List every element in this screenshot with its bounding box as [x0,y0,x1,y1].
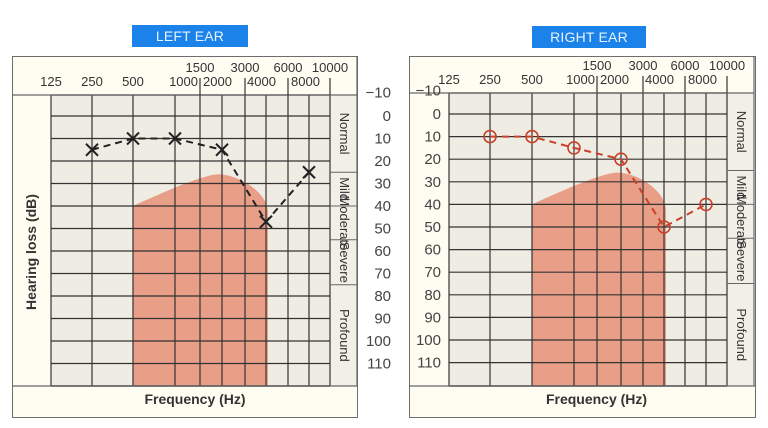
right-x-axis-title: Frequency (Hz) [546,391,647,407]
db-label: 0 [433,106,441,123]
db-label: 110 [417,355,441,372]
left-x-marker [215,143,229,157]
y-axis-title: Hearing loss (dB) [23,194,39,310]
left-x-marker [126,131,140,146]
db-label: 40 [424,196,441,213]
left-category-profound: Profound [337,309,352,362]
db-label: 90 [424,309,441,326]
right-freq-label-top: 10000 [709,58,745,73]
db-label: 50 [424,219,441,236]
left-freq-label-top: 3000 [231,60,260,75]
right-category-normal: Normal [734,111,749,153]
right-freq-label: 500 [521,72,543,87]
db-label: 30 [374,176,391,193]
left-freq-label-top: 6000 [274,60,303,75]
right-freq-label: 125 [438,72,460,87]
db-label: 100 [416,332,441,349]
left-freq-label-top: 10000 [312,60,348,75]
db-label: 70 [424,264,441,281]
right-freq-label-top: 1500 [583,58,612,73]
right-o-marker [699,197,713,212]
left-x-marker [302,165,316,179]
left-category-severe: Severe [337,242,352,283]
db-label: −10 [366,85,391,102]
right-speech-area [532,172,666,386]
left-x-marker [168,131,182,146]
left-freq-label: 500 [122,74,144,89]
right-hearing-line [490,135,707,229]
db-label: 60 [374,243,391,260]
db-label: 50 [374,221,391,238]
left-freq-label: 250 [81,74,103,89]
left-x-axis-title: Frequency (Hz) [144,391,245,407]
db-label: 10 [374,131,391,148]
left-hearing-line [91,137,310,224]
right-o-marker [525,129,539,144]
db-label: 80 [424,287,441,304]
left-freq-label: 4000 [247,74,276,89]
right-category-profound: Profound [734,308,749,361]
db-label: 80 [374,288,391,305]
right-o-marker [614,152,628,166]
right-ear-title: RIGHT EAR [532,26,646,48]
left-category-mild: Mild [337,177,352,201]
right-freq-label-top: 6000 [671,58,700,73]
right-o-marker [657,220,671,234]
db-label: 100 [366,333,391,350]
left-x-marker [85,143,99,157]
left-freq-label: 2000 [203,74,232,89]
left-ear-title: LEFT EAR [132,25,248,47]
right-o-marker [567,141,581,155]
left-freq-label: 1000 [169,74,198,89]
left-freq-label: 125 [40,74,62,89]
db-label: 30 [424,174,441,191]
db-label: 10 [424,129,441,146]
right-o-marker [483,129,497,144]
right-freq-label: 4000 [645,72,674,87]
left-category-moderate: Moderate [337,195,352,250]
left-freq-label: 8000 [291,74,320,89]
db-label: 70 [374,266,391,283]
db-label: 110 [367,356,391,373]
db-label: −10 [416,82,441,99]
db-label: 60 [424,242,441,259]
db-label: 40 [374,198,391,215]
right-freq-label: 2000 [600,72,629,87]
left-freq-label-top: 1500 [186,60,215,75]
db-label: 20 [374,153,391,170]
db-label: 0 [383,108,391,125]
left-category-normal: Normal [337,113,352,155]
right-category-moderate: Moderate [734,194,749,249]
right-category-severe: Severe [734,240,749,281]
left-x-marker [259,215,273,229]
right-freq-label: 250 [479,72,501,87]
right-category-mild: Mild [734,176,749,200]
right-freq-label: 8000 [688,72,717,87]
db-label: 90 [374,311,391,328]
db-label: 20 [424,151,441,168]
right-freq-label-top: 3000 [629,58,658,73]
right-freq-label: 1000 [566,72,595,87]
